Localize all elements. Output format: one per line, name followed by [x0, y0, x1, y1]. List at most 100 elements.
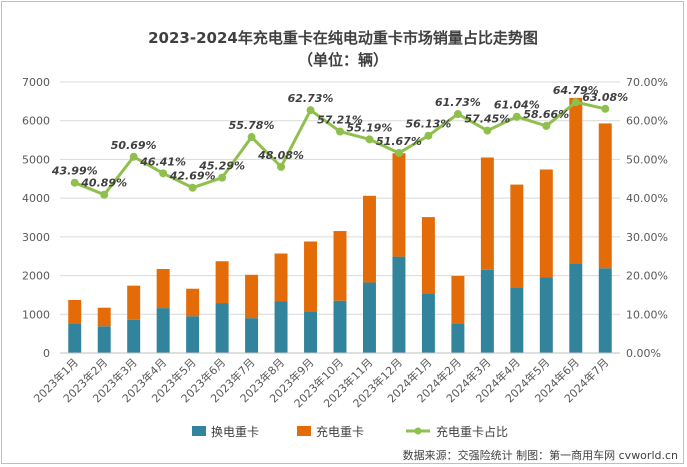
share-data-label: 46.41% — [139, 155, 186, 168]
y-tick-label: 1000 — [22, 308, 50, 321]
bar-charging — [274, 253, 288, 302]
bar-charging — [451, 275, 465, 324]
bar-charging — [480, 157, 494, 270]
y-tick-label: 7000 — [22, 76, 50, 89]
share-data-label: 43.99% — [51, 165, 98, 178]
share-point — [365, 135, 374, 144]
share-point — [483, 126, 492, 135]
share-point — [100, 190, 109, 199]
share-point — [542, 121, 551, 130]
share-data-label: 63.08% — [582, 91, 628, 104]
share-point — [512, 112, 521, 121]
share-point — [601, 104, 610, 113]
share-point — [247, 133, 256, 142]
bar-charging — [362, 195, 376, 283]
share-data-label: 58.66% — [523, 108, 569, 121]
bar-swap — [480, 269, 494, 353]
bar-series — [68, 97, 612, 353]
legend-label: 换电重卡 — [211, 425, 259, 439]
line-series: 43.99%40.89% 50.69% 46.41% 42.69%45.29% 55.7… — [51, 84, 628, 199]
bar-charging — [215, 261, 229, 304]
y2-tick-label: 40.00% — [626, 192, 668, 205]
share-data-label: 48.08% — [257, 149, 304, 162]
bar-charging — [421, 217, 435, 294]
share-point — [453, 110, 462, 119]
bar-charging — [569, 97, 583, 264]
bar-swap — [598, 268, 612, 353]
legend-swatch — [192, 426, 206, 436]
legend-line-marker — [414, 427, 422, 435]
share-data-label: 42.69% — [169, 170, 216, 183]
share-data-label: 50.69% — [111, 139, 157, 152]
bar-swap — [421, 293, 435, 353]
bar-charging — [304, 241, 318, 312]
share-point — [159, 169, 168, 178]
share-data-label: 62.73% — [288, 92, 334, 105]
share-point — [70, 178, 79, 187]
bar-swap — [539, 277, 553, 353]
bar-swap — [333, 300, 347, 353]
y-tick-label: 3000 — [22, 231, 50, 244]
y2-tick-label: 10.00% — [626, 308, 668, 321]
share-point — [277, 162, 286, 171]
y2-tick-label: 50.00% — [626, 153, 668, 166]
bar-charging — [598, 123, 612, 269]
y-tick-label: 4000 — [22, 192, 50, 205]
bar-charging — [68, 299, 82, 324]
bar-charging — [333, 231, 347, 301]
bar-swap — [510, 287, 524, 353]
y-tick-label: 0 — [43, 347, 50, 360]
y-tick-label: 2000 — [22, 270, 50, 283]
legend: 换电重卡 充电重卡 充电重卡占比 — [192, 424, 508, 439]
share-point — [218, 173, 227, 182]
bar-swap — [362, 282, 376, 353]
share-data-label: 40.89% — [80, 177, 127, 190]
y-tick-label: 6000 — [22, 115, 50, 128]
share-data-label: 55.19% — [347, 121, 393, 134]
bar-swap — [245, 318, 259, 353]
share-data-label: 57.45% — [464, 113, 510, 126]
legend-label: 充电重卡占比 — [436, 424, 508, 439]
bar-charging — [186, 288, 200, 317]
source-note: 数据来源：交强险统计 制图：第一商用车网 cvworld.cn — [403, 448, 678, 462]
share-data-label: 56.13% — [406, 118, 452, 131]
share-data-label: 61.04% — [494, 99, 540, 112]
bar-swap — [68, 323, 82, 353]
bar-charging — [245, 274, 259, 319]
share-point — [306, 106, 315, 115]
bar-swap — [451, 323, 465, 353]
bar-charging — [392, 153, 406, 257]
bar-swap — [215, 303, 229, 353]
bar-swap — [127, 319, 141, 353]
share-data-label: 51.67% — [376, 135, 422, 148]
share-data-label: 45.29% — [198, 160, 245, 173]
share-data-label: 55.78% — [229, 119, 275, 132]
share-point — [129, 152, 138, 161]
legend-swatch — [297, 426, 311, 436]
bar-charging — [510, 184, 524, 288]
y-tick-label: 5000 — [22, 153, 50, 166]
share-data-label: 64.79% — [553, 84, 599, 97]
bar-swap — [392, 256, 406, 353]
share-data-label: 57.21% — [317, 114, 363, 127]
legend-label: 充电重卡 — [316, 424, 364, 439]
bar-swap — [186, 316, 200, 353]
bar-swap — [304, 311, 318, 353]
y2-tick-label: 0.00% — [626, 347, 661, 360]
share-point — [424, 131, 433, 140]
y2-tick-label: 30.00% — [626, 231, 668, 244]
bar-charging — [156, 268, 170, 309]
share-point — [394, 148, 403, 157]
bar-charging — [539, 169, 553, 278]
bar-swap — [569, 263, 583, 353]
chart-subtitle: （单位：辆） — [298, 51, 388, 69]
bar-charging — [127, 285, 141, 320]
share-data-label: 61.73% — [435, 96, 481, 109]
share-point — [571, 98, 580, 107]
share-point — [336, 127, 344, 136]
y2-tick-label: 70.00% — [626, 76, 668, 89]
share-point — [188, 183, 197, 192]
bar-swap — [97, 326, 111, 353]
